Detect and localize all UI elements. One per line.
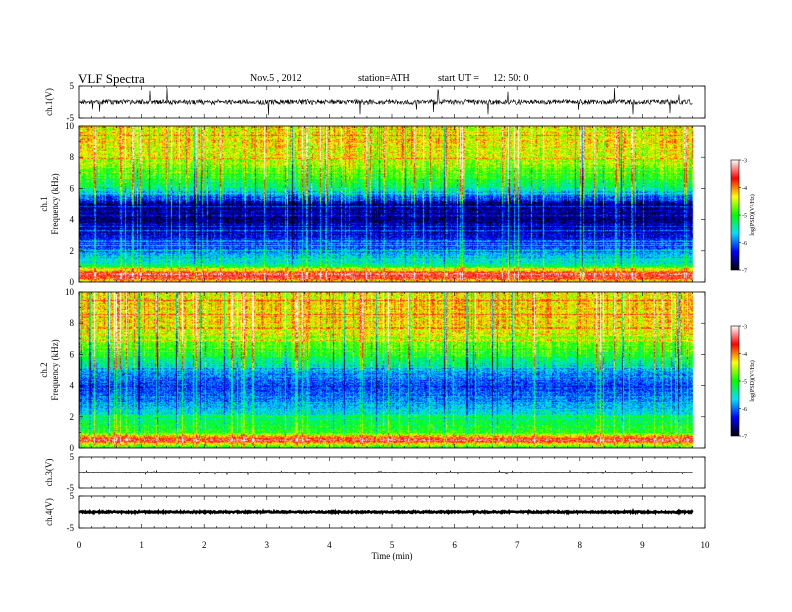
channel-label: ch.1	[39, 196, 49, 211]
x-tick-label: 6	[452, 540, 457, 550]
colorbar-tick-label: -5	[742, 380, 747, 386]
y-tick-label: 4	[70, 215, 75, 225]
x-tick-label: 0	[77, 540, 82, 550]
x-axis-label: Time (min)	[372, 551, 413, 561]
colorbar-tick-label: -3	[742, 159, 747, 165]
x-tick-label: 9	[640, 540, 645, 550]
y-axis-label: Frequency (kHz)	[50, 173, 60, 234]
y-axis-label: ch.3(V)	[44, 459, 54, 487]
y-tick-label: 10	[65, 121, 75, 131]
y-tick-label: -5	[67, 483, 75, 493]
x-tick-label: 2	[202, 540, 207, 550]
x-tick-label: 1	[139, 540, 144, 550]
station-label: station=ATH	[358, 73, 410, 84]
y-tick-label: -5	[67, 523, 75, 533]
y-axis-label: Frequency (kHz)	[50, 339, 60, 400]
y-tick-label: 2	[70, 246, 75, 256]
colorbar-tick-label: -4	[742, 186, 747, 192]
y-tick-label: 6	[70, 349, 75, 359]
figure-title: VLF Spectra	[78, 71, 145, 86]
x-tick-label: 4	[327, 540, 332, 550]
colorbar-tick-label: -4	[742, 352, 747, 358]
waveform-trace-ch1v	[78, 87, 693, 115]
colorbar-tick-label: -7	[742, 435, 747, 441]
colorbar-tick-label: -6	[742, 241, 747, 247]
date-label: Nov.5 , 2012	[250, 73, 302, 84]
colorbar-tick-label: -7	[742, 269, 747, 275]
y-tick-label: 5	[70, 81, 75, 91]
y-tick-label: 8	[70, 318, 75, 328]
y-tick-label: 5	[70, 491, 75, 501]
y-tick-label: 5	[70, 452, 75, 462]
y-tick-label: 8	[70, 152, 75, 162]
x-tick-label: 5	[390, 540, 395, 550]
waveform-trace-ch3v	[78, 469, 693, 476]
x-tick-label: 3	[265, 540, 270, 550]
channel-label: ch.2	[39, 362, 49, 377]
spectrogram-ch2	[79, 292, 705, 448]
colorbar-label: log(PSD)(V²/Hz)	[749, 194, 756, 235]
waveform-trace-ch4v	[78, 507, 694, 516]
y-tick-label: 4	[70, 381, 75, 391]
spectrogram-ch1	[79, 126, 705, 282]
x-tick-label: 8	[578, 540, 583, 550]
colorbar-tick-label: -6	[742, 407, 747, 413]
colorbar-tick-label: -5	[742, 214, 747, 220]
y-axis-label: ch.1(V)	[44, 88, 54, 116]
y-axis-label: ch.4(V)	[44, 498, 54, 526]
start-ut-label: start UT =	[438, 73, 480, 84]
y-tick-label: 0	[70, 277, 75, 287]
start-ut-time: 12: 50: 0	[493, 73, 529, 84]
y-tick-label: -5	[67, 113, 75, 123]
colorbar-tick-label: -3	[742, 325, 747, 331]
x-tick-label: 7	[515, 540, 520, 550]
colorbar-label: log(PSD)(V²/Hz)	[749, 360, 756, 401]
y-tick-label: 0	[70, 443, 75, 453]
y-tick-label: 6	[70, 183, 75, 193]
colorbar-ch2	[730, 325, 740, 437]
colorbar-ch1	[730, 159, 740, 271]
x-tick-label: 10	[701, 540, 711, 550]
y-tick-label: 10	[65, 287, 75, 297]
y-tick-label: 2	[70, 412, 75, 422]
